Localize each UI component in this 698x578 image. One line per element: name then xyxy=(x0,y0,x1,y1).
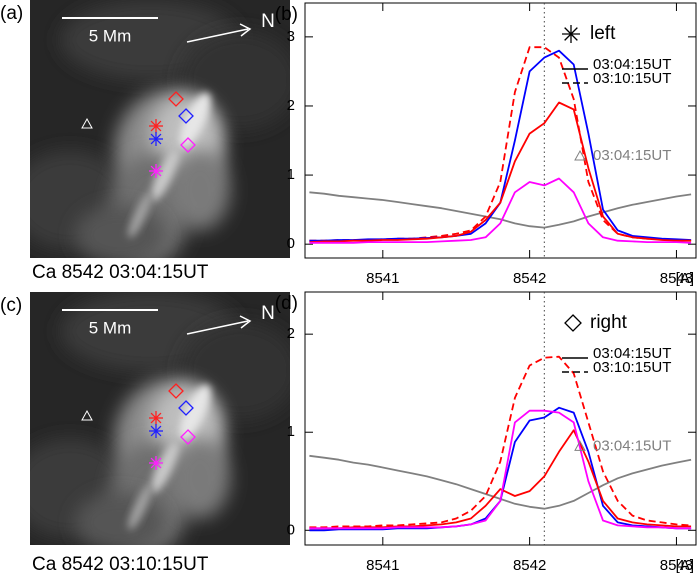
asterisk-stroke xyxy=(150,165,162,177)
profile-line xyxy=(309,429,692,530)
image-caption: Ca 8542 03:04:15UT xyxy=(32,262,209,283)
x-tick-label: 8542 xyxy=(513,270,546,287)
y-tick-label: 0 xyxy=(287,521,295,538)
diamond-marker xyxy=(178,400,194,416)
image-blob xyxy=(170,438,230,519)
y-tick-label: 3 xyxy=(287,28,295,45)
asterisk-marker xyxy=(149,424,163,438)
y-tick-label: 0 xyxy=(287,235,295,252)
image-caption: Ca 8542 03:10:15UT xyxy=(32,554,209,575)
panel-label: (b) xyxy=(275,4,298,25)
triangle-marker xyxy=(574,149,586,161)
x-tick-label: 8543 xyxy=(660,557,693,574)
y-tick-label: 1 xyxy=(287,423,295,440)
x-tick-label: 8541 xyxy=(366,270,399,287)
north-arrow-head xyxy=(239,23,252,37)
profile-line xyxy=(309,177,692,244)
legend-background-label: 03:04:15UT xyxy=(593,437,671,454)
legend-title: left xyxy=(590,23,616,44)
diamond-marker xyxy=(564,314,582,332)
triangle-marker xyxy=(81,117,93,129)
y-tick-label: 2 xyxy=(287,325,295,342)
legend-label: 03:10:15UT xyxy=(593,70,671,87)
plot-frame xyxy=(304,291,697,546)
panel-label: (a) xyxy=(0,3,23,24)
profile-line xyxy=(309,191,692,229)
legend-background-label: 03:04:15UT xyxy=(593,147,671,164)
image-blob xyxy=(75,492,165,545)
north-arrow-head xyxy=(239,315,252,329)
diamond-marker xyxy=(178,108,194,124)
image-streak xyxy=(128,484,152,530)
image-blob xyxy=(75,205,165,258)
profile-line xyxy=(309,409,692,530)
image-streak xyxy=(151,149,179,201)
asterisk-stroke xyxy=(564,27,578,41)
image-blob xyxy=(170,150,230,230)
asterisk-stroke xyxy=(150,120,162,132)
scale-label: 5 Mm xyxy=(89,318,132,337)
image-streak xyxy=(151,441,179,493)
triangle-marker xyxy=(574,440,586,451)
north-arrow xyxy=(186,320,249,335)
legend-title: right xyxy=(590,312,628,333)
x-axis-label: [A] xyxy=(676,270,694,287)
profile-line xyxy=(309,355,692,529)
north-label: N xyxy=(261,303,275,324)
x-tick-label: 8543 xyxy=(660,270,693,287)
y-tick-label: 2 xyxy=(287,97,295,114)
image-streak xyxy=(179,92,211,148)
x-tick-label: 8541 xyxy=(366,557,399,574)
asterisk-marker xyxy=(149,456,163,470)
diamond-marker xyxy=(168,91,184,107)
panel-label: (d) xyxy=(275,293,298,314)
scale-label: 5 Mm xyxy=(89,26,132,45)
asterisk-stroke xyxy=(150,133,162,145)
legend-label: 03:10:15UT xyxy=(593,359,671,376)
asterisk-stroke xyxy=(150,412,162,424)
asterisk-marker xyxy=(149,119,163,133)
legend-label: 03:04:15UT xyxy=(593,345,671,362)
solar-image xyxy=(30,0,290,258)
diamond-marker xyxy=(180,137,196,153)
panel-label: (c) xyxy=(0,295,22,316)
solar-image xyxy=(30,292,290,545)
image-streak xyxy=(128,192,152,238)
x-axis-label: [A] xyxy=(676,557,694,574)
asterisk-marker xyxy=(149,132,163,146)
profile-line xyxy=(309,101,692,243)
y-tick-label: 1 xyxy=(287,166,295,183)
asterisk-stroke xyxy=(150,457,162,469)
north-label: N xyxy=(261,11,275,32)
triangle-marker xyxy=(81,409,93,421)
x-tick-label: 8542 xyxy=(513,557,546,574)
asterisk-marker xyxy=(149,164,163,178)
asterisk-marker xyxy=(149,411,163,425)
asterisk-stroke xyxy=(150,425,162,437)
asterisk-marker xyxy=(562,25,580,43)
diamond-marker xyxy=(168,383,184,399)
north-arrow xyxy=(186,28,249,43)
profile-line xyxy=(309,406,692,532)
image-streak xyxy=(179,384,211,440)
diamond-marker xyxy=(180,429,196,445)
plot-frame xyxy=(304,2,697,259)
legend-label: 03:04:15UT xyxy=(593,56,671,73)
